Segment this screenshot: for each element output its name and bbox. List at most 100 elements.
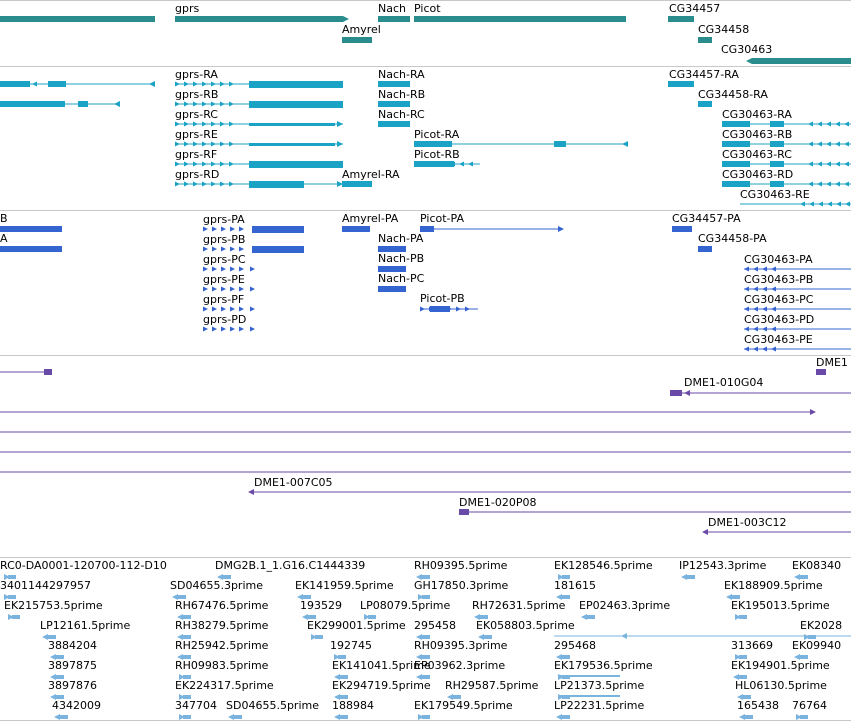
est-block[interactable]	[183, 655, 191, 659]
feature-label[interactable]: A	[0, 232, 8, 245]
est-label[interactable]: 192745	[330, 639, 372, 652]
feature-label[interactable]: gprs-RA	[175, 68, 218, 81]
feature-block[interactable]	[378, 81, 410, 87]
feature-block[interactable]	[770, 141, 784, 147]
feature-block[interactable]	[252, 246, 304, 253]
feature-label[interactable]: Picot-PA	[420, 212, 464, 225]
feature-block[interactable]	[249, 143, 335, 146]
feature-block[interactable]	[378, 246, 406, 252]
est-block[interactable]	[422, 635, 430, 639]
est-block[interactable]	[808, 635, 816, 639]
feature-label[interactable]: CG30463	[721, 43, 773, 56]
est-label[interactable]: HL06130.5prime	[735, 679, 827, 692]
feature-block[interactable]	[698, 101, 712, 107]
est-block[interactable]	[800, 655, 808, 659]
est-label[interactable]: EK09940	[792, 639, 842, 652]
feature-label[interactable]: Nach-PC	[378, 272, 425, 285]
est-block[interactable]	[800, 715, 808, 719]
est-label[interactable]: 193529	[300, 599, 342, 612]
feature-block[interactable]	[378, 286, 406, 292]
est-block[interactable]	[340, 715, 348, 719]
est-label[interactable]: RH38279.5prime	[175, 619, 269, 632]
gene-block[interactable]	[0, 16, 155, 22]
est-label[interactable]: EK128546.5prime	[554, 559, 653, 572]
feature-label[interactable]: DME1-003C12	[708, 516, 787, 529]
est-block[interactable]	[562, 655, 570, 659]
est-block[interactable]	[183, 635, 191, 639]
feature-label[interactable]: Nach-PA	[378, 232, 424, 245]
est-label[interactable]: 76764	[792, 699, 827, 712]
gene-block[interactable]	[668, 16, 694, 22]
est-label[interactable]: 347704	[175, 699, 217, 712]
feature-block[interactable]	[0, 101, 65, 107]
feature-label[interactable]: CG30463-PE	[744, 333, 813, 346]
est-label[interactable]: 181615	[554, 579, 596, 592]
feature-block[interactable]	[48, 81, 66, 87]
est-block[interactable]	[340, 695, 348, 699]
est-block[interactable]	[234, 715, 242, 719]
feature-block[interactable]	[342, 181, 372, 187]
gene-block[interactable]	[698, 37, 712, 43]
est-label[interactable]: EK215753.5prime	[4, 599, 103, 612]
feature-label[interactable]: Nach	[378, 2, 406, 15]
est-label[interactable]: EK179536.5prime	[554, 659, 653, 672]
est-block[interactable]	[562, 715, 570, 719]
feature-label[interactable]: CG30463-PB	[744, 273, 814, 286]
est-block[interactable]	[183, 615, 191, 619]
cdna-block[interactable]	[670, 390, 682, 396]
feature-label[interactable]: DME1-020P08	[459, 496, 537, 509]
feature-label[interactable]: gprs-RE	[175, 128, 218, 141]
feature-block[interactable]	[249, 101, 343, 108]
est-label[interactable]: EK188909.5prime	[724, 579, 823, 592]
feature-label[interactable]: gprs-RF	[175, 148, 218, 161]
est-block[interactable]	[178, 595, 186, 599]
est-block[interactable]	[315, 635, 323, 639]
est-block[interactable]	[183, 695, 191, 699]
est-block[interactable]	[340, 675, 348, 679]
est-block[interactable]	[338, 655, 346, 659]
est-block[interactable]	[183, 675, 191, 679]
est-block[interactable]	[562, 595, 570, 599]
feature-label[interactable]: CG34457-RA	[669, 68, 739, 81]
feature-label[interactable]: CG30463-RA	[722, 108, 792, 121]
est-label[interactable]: RH09983.5prime	[175, 659, 269, 672]
est-block[interactable]	[223, 575, 231, 579]
feature-block[interactable]	[722, 181, 750, 187]
gene-block[interactable]	[175, 16, 343, 22]
est-block[interactable]	[308, 615, 316, 619]
est-label[interactable]: RH67476.5prime	[175, 599, 269, 612]
feature-label[interactable]: Amyrel-RA	[342, 168, 400, 181]
feature-label[interactable]: gprs-PB	[203, 233, 246, 246]
feature-label[interactable]: CG34457-PA	[672, 212, 741, 225]
est-label[interactable]: RH09395.3prime	[414, 639, 508, 652]
feature-label[interactable]: gprs-PD	[203, 313, 247, 326]
feature-label[interactable]: Picot-RB	[414, 148, 460, 161]
est-label[interactable]: EK195013.5prime	[731, 599, 830, 612]
feature-label[interactable]: gprs-RB	[175, 88, 219, 101]
est-label[interactable]: EK08340	[792, 559, 842, 572]
est-block[interactable]	[587, 615, 595, 619]
est-block[interactable]	[484, 635, 492, 639]
feature-block[interactable]	[252, 226, 304, 233]
est-block[interactable]	[562, 575, 570, 579]
est-block[interactable]	[739, 655, 747, 659]
est-block[interactable]	[183, 715, 191, 719]
est-label[interactable]: 188984	[332, 699, 374, 712]
feature-label[interactable]: Nach-RA	[378, 68, 425, 81]
feature-block[interactable]	[249, 123, 335, 126]
est-label[interactable]: 295458	[414, 619, 456, 632]
feature-block[interactable]	[378, 121, 410, 127]
feature-label[interactable]: Picot-PB	[420, 292, 465, 305]
feature-label[interactable]: Nach-RC	[378, 108, 425, 121]
est-label[interactable]: LP08079.5prime	[360, 599, 451, 612]
est-block[interactable]	[687, 575, 695, 579]
feature-block[interactable]	[722, 121, 750, 127]
feature-label[interactable]: CG34457	[669, 2, 721, 15]
feature-label[interactable]: DME1-007C05	[254, 476, 333, 489]
feature-block[interactable]	[554, 141, 566, 147]
est-block[interactable]	[560, 695, 620, 697]
feature-block[interactable]	[0, 246, 62, 252]
feature-label[interactable]: CG30463-RD	[722, 168, 794, 181]
est-block[interactable]	[60, 715, 68, 719]
